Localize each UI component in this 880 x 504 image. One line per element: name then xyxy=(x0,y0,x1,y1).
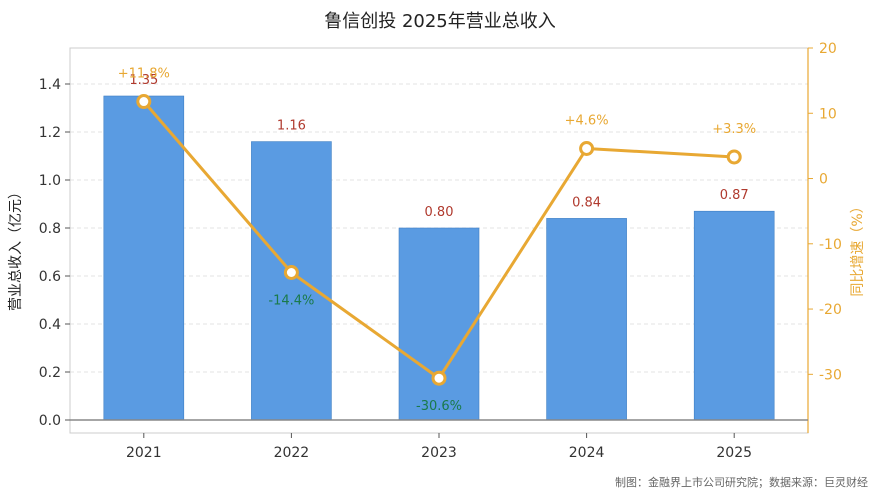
growth-label-2022: -14.4% xyxy=(268,294,314,309)
growth-point-2025 xyxy=(726,149,742,165)
y-tick-label-right: -30 xyxy=(819,367,842,383)
growth-label-2024: +4.6% xyxy=(565,114,609,129)
y-tick-label-right: -20 xyxy=(819,302,842,318)
growth-label-2025: +3.3% xyxy=(712,122,756,137)
source-note: 制图：金融界上市公司研究院；数据来源：巨灵财经 xyxy=(615,475,868,489)
y-tick-label-left: 1.2 xyxy=(39,125,61,141)
y-tick-label-left: 1.4 xyxy=(39,77,61,93)
growth-point-2022 xyxy=(283,265,299,281)
y-tick-label-left: 0.8 xyxy=(39,221,61,237)
growth-label-2023: -30.6% xyxy=(416,399,462,414)
bar-value-label-2024: 0.84 xyxy=(572,195,601,210)
bar-2025 xyxy=(693,210,775,421)
y-tick-label-left: 0.6 xyxy=(39,269,61,285)
x-tick-label-2024: 2024 xyxy=(569,445,605,461)
y-tick-label-left: 0.2 xyxy=(39,365,61,381)
y-tick-label-right: -10 xyxy=(819,237,842,253)
growth-point-2024 xyxy=(579,141,595,157)
bar-series xyxy=(103,95,775,421)
y-tick-label-right: 20 xyxy=(819,41,837,57)
y-tick-label-right: 0 xyxy=(819,172,828,188)
growth-line-series xyxy=(136,94,742,386)
y-tick-label-left: 0.4 xyxy=(39,317,61,333)
bar-value-label-2022: 1.16 xyxy=(277,119,306,134)
growth-point-2021 xyxy=(136,94,152,110)
y-tick-label-left: 0.0 xyxy=(39,413,61,429)
y-axis-title-left: 营业总收入（亿元） xyxy=(8,185,24,311)
x-tick-label-2025: 2025 xyxy=(716,445,752,461)
chart-title: 鲁信创投 2025年营业总收入 xyxy=(324,11,556,32)
growth-label-2021: +11.8% xyxy=(118,67,170,82)
y-tick-label-left: 1.0 xyxy=(39,173,61,189)
axes: 0.0 0.2 0.4 0.6 0.8 1.0 1.2 1.4 -30 -20 -10 0 10 20 20… xyxy=(39,41,842,461)
bar-value-label-2025: 0.87 xyxy=(720,188,749,203)
x-tick-label-2023: 2023 xyxy=(421,445,457,461)
bar-2022 xyxy=(251,141,332,421)
data-labels: 1.35 1.16 0.80 0.84 0.87 +11.8% -14.4% -30.6% +4… xyxy=(118,67,756,415)
growth-point-2023 xyxy=(431,370,447,386)
bar-2024 xyxy=(546,218,627,421)
y-axis-title-right: 同比增速（%） xyxy=(850,199,866,296)
x-tick-label-2021: 2021 xyxy=(126,445,162,461)
bar-value-label-2021: 1.35 xyxy=(129,73,158,88)
bar-2023 xyxy=(398,227,480,421)
y-tick-label-right: 10 xyxy=(819,106,837,122)
bar-value-label-2023: 0.80 xyxy=(425,205,454,220)
bar-2021 xyxy=(103,95,185,421)
x-tick-label-2022: 2022 xyxy=(274,445,310,461)
